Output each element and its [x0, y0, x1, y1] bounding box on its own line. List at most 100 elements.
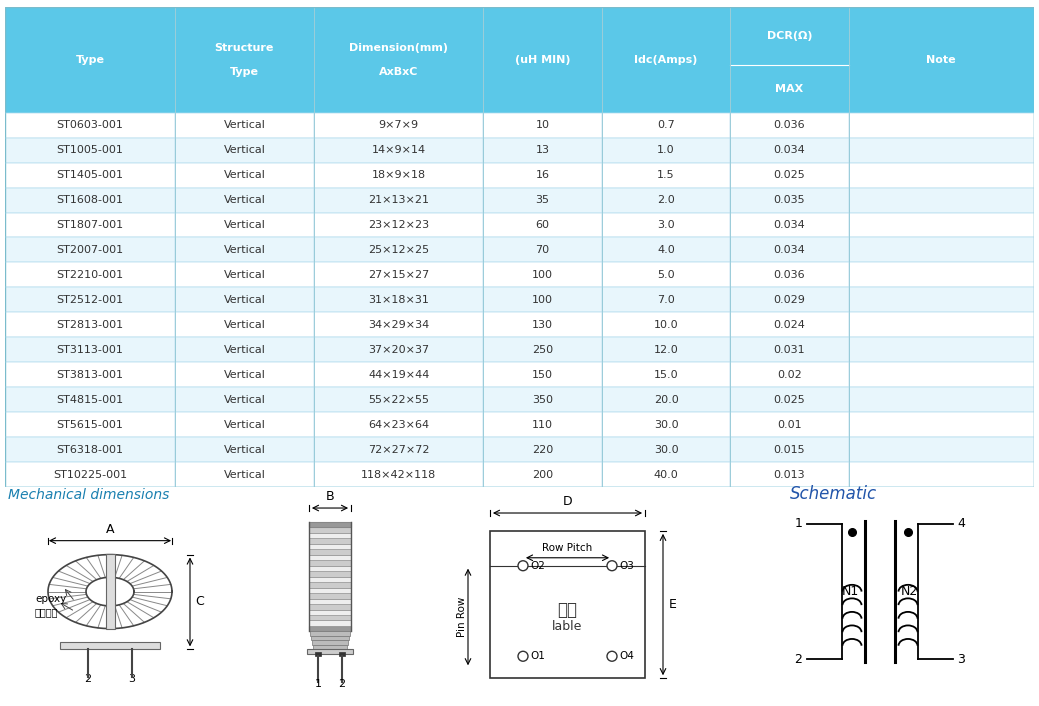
Text: Vertical: Vertical	[223, 395, 265, 405]
Text: 15.0: 15.0	[654, 370, 678, 380]
Bar	[5, 287, 175, 312]
Bar	[602, 412, 730, 437]
Bar	[483, 7, 602, 113]
Text: Vertical: Vertical	[223, 195, 265, 205]
Bar	[602, 287, 730, 312]
Text: 350: 350	[532, 395, 553, 405]
Bar	[490, 531, 645, 678]
Bar	[175, 162, 314, 188]
Bar	[314, 388, 483, 412]
Text: (uH MIN): (uH MIN)	[515, 55, 570, 65]
Bar	[309, 626, 351, 631]
Text: 0.02: 0.02	[777, 370, 802, 380]
Text: E: E	[669, 598, 676, 611]
Bar	[314, 287, 483, 312]
Text: 0.034: 0.034	[774, 220, 805, 230]
Text: O3: O3	[619, 561, 634, 570]
Text: MAX: MAX	[775, 84, 803, 94]
Text: 12.0: 12.0	[654, 345, 678, 355]
Bar	[730, 7, 849, 65]
Text: ST4815-001: ST4815-001	[56, 395, 124, 405]
Bar	[311, 636, 349, 640]
Bar	[175, 362, 314, 388]
Text: Vertical: Vertical	[223, 320, 265, 330]
Text: Vertical: Vertical	[223, 145, 265, 155]
Bar	[602, 213, 730, 237]
Text: N2: N2	[901, 585, 918, 598]
Text: 44×19×44: 44×19×44	[368, 370, 429, 380]
Text: AxBxC: AxBxC	[379, 67, 419, 77]
Bar	[602, 462, 730, 487]
Text: ST1405-001: ST1405-001	[56, 170, 124, 180]
Circle shape	[518, 651, 528, 662]
Text: ST2512-001: ST2512-001	[56, 295, 124, 305]
Bar	[602, 188, 730, 213]
Text: ST2007-001: ST2007-001	[56, 245, 124, 255]
Text: 0.034: 0.034	[774, 245, 805, 255]
Bar	[309, 577, 351, 582]
Text: 60: 60	[536, 220, 550, 230]
Bar	[309, 571, 351, 577]
Bar	[483, 188, 602, 213]
Bar	[5, 213, 175, 237]
Bar	[175, 138, 314, 162]
Text: 0.029: 0.029	[774, 295, 805, 305]
Text: 18×9×18: 18×9×18	[372, 170, 426, 180]
Bar	[483, 312, 602, 337]
Text: 40.0: 40.0	[654, 469, 678, 479]
Text: Dimension(mm): Dimension(mm)	[349, 43, 448, 53]
Text: O4: O4	[619, 651, 634, 662]
Bar	[175, 7, 314, 113]
Text: Vertical: Vertical	[223, 469, 265, 479]
Bar	[730, 113, 849, 138]
Text: 0.025: 0.025	[774, 395, 805, 405]
Text: 3: 3	[958, 653, 965, 666]
Circle shape	[607, 561, 617, 570]
Text: 250: 250	[532, 345, 553, 355]
Text: Vertical: Vertical	[223, 245, 265, 255]
Text: 0.01: 0.01	[777, 420, 802, 430]
Text: 0.031: 0.031	[774, 345, 805, 355]
Bar	[849, 162, 1034, 188]
Bar	[175, 213, 314, 237]
Bar	[314, 263, 483, 287]
Bar	[849, 7, 1034, 113]
Bar	[175, 462, 314, 487]
Text: Vertical: Vertical	[223, 170, 265, 180]
Bar	[5, 263, 175, 287]
Bar	[849, 388, 1034, 412]
Bar	[315, 652, 321, 657]
Bar	[483, 213, 602, 237]
Text: 200: 200	[532, 469, 553, 479]
Bar	[309, 582, 351, 587]
Bar	[309, 566, 351, 571]
Bar	[175, 388, 314, 412]
Bar	[309, 604, 351, 609]
Bar	[309, 561, 351, 566]
Text: 1.0: 1.0	[658, 145, 675, 155]
Text: Vertical: Vertical	[223, 120, 265, 130]
Text: Note: Note	[927, 55, 956, 65]
Circle shape	[607, 651, 617, 662]
Bar	[314, 188, 483, 213]
Bar	[309, 522, 351, 527]
Bar	[175, 113, 314, 138]
Text: ST1608-001: ST1608-001	[56, 195, 124, 205]
Text: 1: 1	[795, 517, 802, 530]
Text: 30.0: 30.0	[654, 420, 678, 430]
Text: 220: 220	[532, 445, 554, 455]
Bar	[483, 437, 602, 462]
Bar	[483, 237, 602, 263]
Bar	[314, 213, 483, 237]
Text: ST1005-001: ST1005-001	[56, 145, 124, 155]
Bar	[849, 362, 1034, 388]
Text: epoxy: epoxy	[35, 594, 66, 604]
Bar	[730, 412, 849, 437]
Bar	[339, 652, 345, 657]
Text: 0.024: 0.024	[774, 320, 805, 330]
Text: ST2813-001: ST2813-001	[56, 320, 124, 330]
Text: Vertical: Vertical	[223, 295, 265, 305]
Text: 0.025: 0.025	[774, 170, 805, 180]
Bar	[602, 388, 730, 412]
Text: 4: 4	[958, 517, 965, 530]
